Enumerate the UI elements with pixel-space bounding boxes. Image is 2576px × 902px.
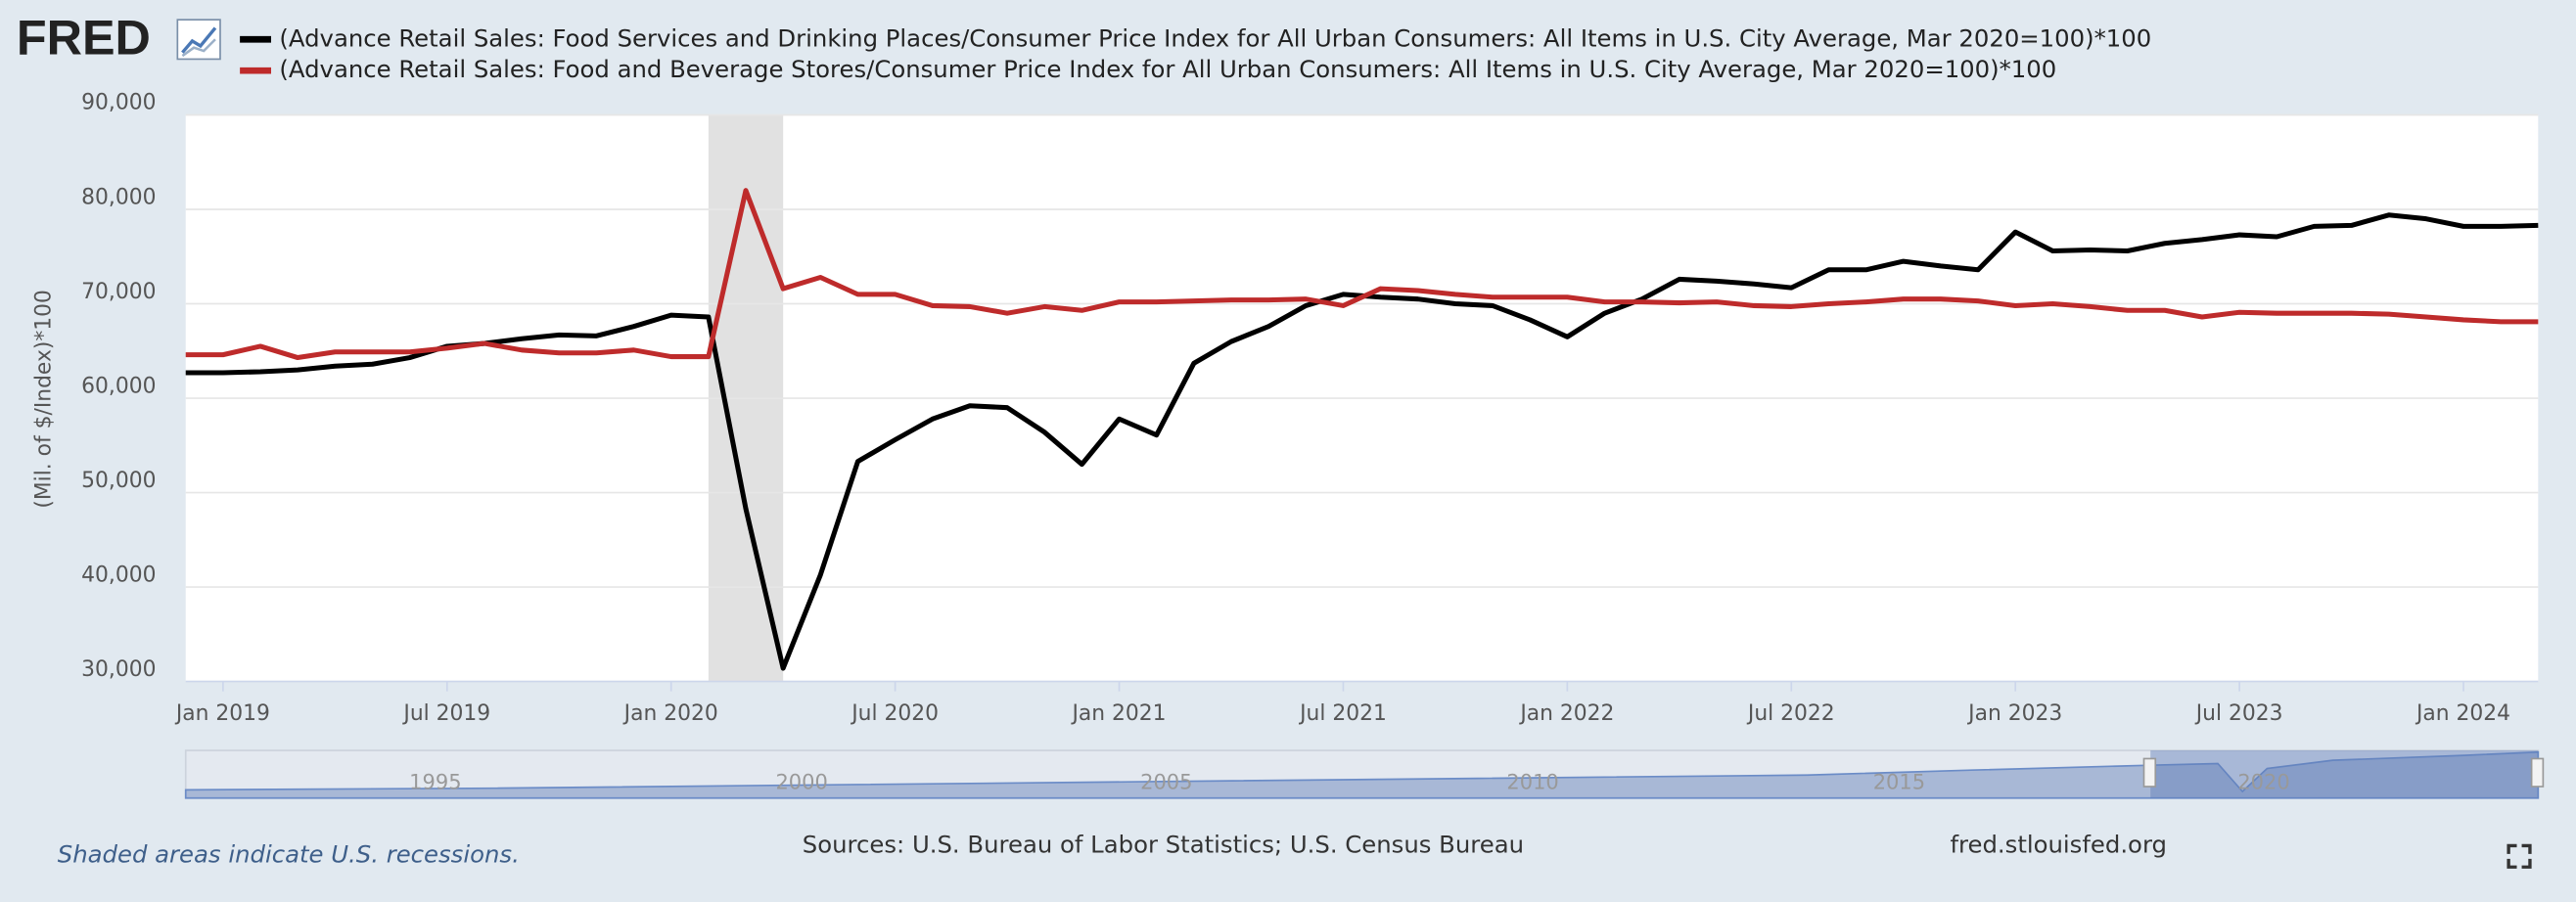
x-tick-label: Jan 2019	[174, 701, 270, 726]
y-tick-label: 60,000	[81, 374, 156, 398]
source: Sources: U.S. Bureau of Labor Statistics…	[803, 830, 1524, 858]
legend-label: (Advance Retail Sales: Food and Beverage…	[279, 55, 2056, 83]
y-tick-label: 90,000	[81, 91, 156, 115]
navigator: 1995 2000 2005 2010 2015 2020	[184, 749, 2545, 799]
navigator-label: 2015	[1873, 771, 1925, 794]
legend-label: (Advance Retail Sales: Food Services and…	[279, 23, 2151, 52]
x-tick-label: Jan 2023	[1966, 701, 2062, 726]
x-tick-label: Jan 2022	[1518, 701, 1614, 726]
y-tick-label: 80,000	[81, 185, 156, 209]
navigator-label: 2005	[1140, 771, 1192, 794]
logo: FRED	[17, 9, 151, 65]
y-tick-label: 70,000	[81, 280, 156, 304]
navigator-label: 2010	[1506, 771, 1558, 794]
logo-icon	[176, 19, 221, 61]
navigator-label: 1995	[409, 771, 461, 794]
x-tick-label: Jul 2019	[401, 701, 490, 726]
site: fred.stlouisfed.org	[1950, 830, 2166, 858]
x-tick-label: Jul 2020	[850, 701, 939, 726]
x-tick-label: Jan 2024	[2415, 701, 2510, 726]
y-tick-label: 50,000	[81, 469, 156, 493]
x-tick-label: Jul 2023	[2194, 701, 2283, 726]
x-tick-label: Jan 2021	[1071, 701, 1167, 726]
navigator-label: 2000	[775, 771, 827, 794]
recession-note: Shaded areas indicate U.S. recessions.	[58, 839, 520, 868]
y-tick-label: 30,000	[81, 657, 156, 682]
series-line	[185, 188, 2539, 361]
navigator-label: 2020	[2237, 771, 2289, 794]
fullscreen-button[interactable]	[2507, 843, 2532, 869]
y-axis-label: (Mil. of $/Index)*100	[31, 290, 56, 509]
x-tick-label: Jul 2021	[1298, 701, 1387, 726]
y-tick-label: 40,000	[81, 563, 156, 587]
x-tick-label: Jan 2020	[622, 701, 718, 726]
x-tick-label: Jul 2022	[1746, 701, 1835, 726]
